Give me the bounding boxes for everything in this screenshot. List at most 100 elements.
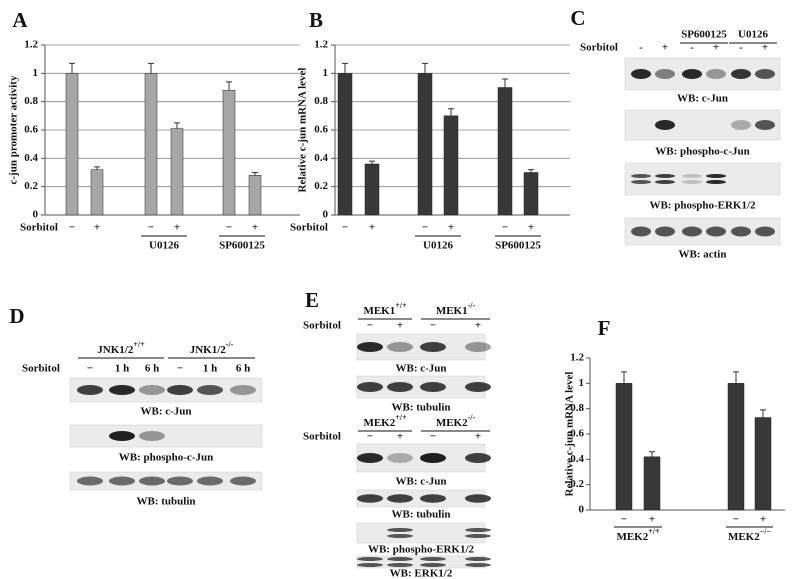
band <box>755 226 775 237</box>
group-label: MEK2+/+ <box>363 413 407 429</box>
band <box>387 534 413 538</box>
lane-label: − <box>87 363 93 375</box>
group-label-base: MEK2 <box>363 417 395 429</box>
y-tick-label: 0.6 <box>314 124 328 136</box>
category-label: + <box>760 514 766 526</box>
panel-letter: A <box>12 8 28 32</box>
error-bar <box>422 62 428 74</box>
row-label: Sorbitol <box>22 363 60 375</box>
panel-letter: B <box>309 8 323 32</box>
band <box>387 563 413 567</box>
category-label: + <box>252 222 258 234</box>
panel-letter: E <box>305 288 319 312</box>
lane-label: + <box>713 42 719 54</box>
row-label: Sorbitol <box>290 222 328 234</box>
group-label-sup: -/- <box>468 301 476 310</box>
lane-label: − <box>177 363 183 375</box>
bar <box>727 383 745 511</box>
band <box>465 563 491 567</box>
error-bar <box>69 62 75 74</box>
band <box>682 174 702 178</box>
y-tick-label: 0.4 <box>24 152 38 164</box>
y-tick-label: 1.2 <box>24 39 38 51</box>
bar <box>337 73 353 216</box>
error-bar <box>174 122 180 129</box>
blot-caption: WB: tubulin <box>392 509 451 521</box>
group-label: SP600125 <box>219 240 265 252</box>
y-tick-label: 0.6 <box>24 124 38 136</box>
blot <box>624 109 781 141</box>
bar <box>443 115 459 216</box>
error-bar <box>502 78 508 88</box>
error-bar <box>342 62 348 74</box>
error-bar <box>448 108 454 116</box>
y-tick-label: 1 <box>579 377 585 389</box>
error-bar <box>252 172 258 176</box>
error-bar <box>649 451 655 457</box>
blot-caption: WB: c-Jun <box>395 363 446 375</box>
error-bar <box>760 409 766 418</box>
band <box>465 382 491 392</box>
band <box>465 494 491 503</box>
y-axis-label: Relative c-jun mRNA level <box>297 68 309 193</box>
band <box>706 226 726 237</box>
category-label: − <box>422 222 428 234</box>
lane-label: - <box>690 42 694 54</box>
band <box>731 69 751 79</box>
y-tick-label: 0.2 <box>570 478 584 490</box>
lane-label: 6 h <box>236 363 250 375</box>
category-label: + <box>174 222 180 234</box>
group-label: MEK1-/- <box>436 301 476 317</box>
band <box>682 226 702 237</box>
error-bar <box>94 166 100 170</box>
bar <box>170 128 184 216</box>
y-axis-label: Relative c-jun mRNA level <box>564 372 576 497</box>
band <box>706 174 726 178</box>
bar <box>643 456 661 511</box>
row-label: Sorbitol <box>303 320 341 332</box>
band <box>357 557 383 561</box>
y-tick-label: 0.4 <box>570 453 584 465</box>
band <box>357 563 383 567</box>
group-label-base: JNK1/2 <box>190 344 227 356</box>
band <box>465 528 491 532</box>
lane-label: + <box>762 42 768 54</box>
band <box>655 174 675 178</box>
panel-letter: D <box>9 304 24 328</box>
band <box>77 476 103 486</box>
band <box>655 120 675 130</box>
y-tick-label: 0.2 <box>314 180 328 192</box>
group-label: U0126 <box>738 29 768 41</box>
category-label: − <box>148 222 154 234</box>
blot-caption: WB: ERK1/2 <box>390 568 453 579</box>
blot-caption: WB: phospho-c-Jun <box>655 146 749 158</box>
y-tick-label: 1 <box>323 67 329 79</box>
group-label-sup: −/− <box>760 527 772 536</box>
band <box>420 494 446 503</box>
error-bar <box>733 371 739 384</box>
group-label-sup: +/+ <box>395 413 407 422</box>
bar <box>417 73 433 216</box>
band <box>631 174 651 178</box>
bar <box>248 175 262 216</box>
bar <box>615 383 633 511</box>
band <box>109 385 135 395</box>
error-bar <box>369 160 375 164</box>
blot <box>69 424 263 448</box>
category-label: + <box>649 514 655 526</box>
band <box>357 453 383 463</box>
panel-letter: F <box>598 316 611 340</box>
band <box>465 557 491 561</box>
band <box>197 385 223 395</box>
group-label: JNK1/2-/- <box>190 340 234 356</box>
error-bar <box>148 62 154 74</box>
band <box>420 453 446 463</box>
band <box>109 476 135 486</box>
band <box>167 476 193 486</box>
blot-caption: WB: phospho-ERK1/2 <box>649 200 756 212</box>
band <box>139 385 165 395</box>
bar <box>222 90 236 216</box>
band <box>387 453 413 463</box>
blot <box>69 471 263 491</box>
